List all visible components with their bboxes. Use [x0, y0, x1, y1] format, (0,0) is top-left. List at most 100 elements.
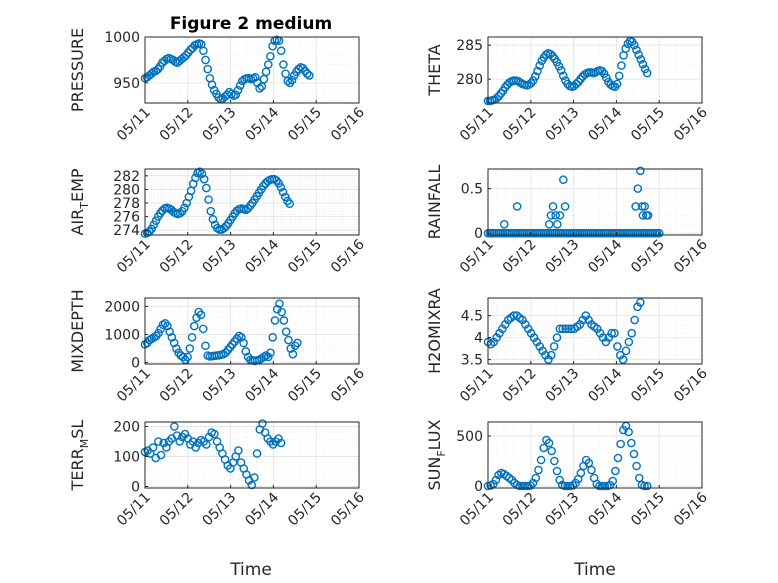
axes-frame — [144, 36, 360, 104]
data-point — [279, 60, 288, 69]
data-point — [263, 352, 273, 362]
data-point — [183, 352, 192, 362]
data-point — [634, 473, 644, 483]
data-point — [151, 216, 161, 226]
data-point — [555, 324, 565, 334]
data-point — [536, 455, 546, 465]
data-point — [147, 224, 156, 234]
data-point — [613, 453, 623, 463]
data-point — [544, 438, 554, 448]
data-point — [631, 202, 640, 211]
data-point — [266, 51, 275, 61]
y-tick-label: 4 — [474, 331, 483, 347]
data-point — [610, 328, 619, 338]
data-point — [279, 316, 289, 325]
y-tick-label: 200 — [113, 420, 140, 436]
data-point — [576, 468, 586, 478]
data-point — [247, 480, 257, 490]
data-point — [281, 327, 291, 337]
axes-frame — [144, 168, 360, 236]
data-point — [186, 45, 195, 55]
y-tick-label: 274 — [113, 223, 140, 239]
data-point — [558, 324, 568, 334]
data-point — [191, 443, 201, 452]
data-point — [607, 328, 616, 338]
y-tick-label: 500 — [456, 429, 483, 445]
data-point — [528, 76, 538, 85]
data-point — [197, 169, 207, 179]
y-axis-label: H2OMIXRA — [425, 288, 444, 374]
data-point — [643, 211, 653, 220]
data-point — [189, 321, 199, 331]
data-point — [602, 73, 611, 83]
y-tick-label: 950 — [113, 76, 140, 92]
data-point — [595, 481, 604, 491]
data-point — [233, 85, 243, 95]
y-tick-label: 1000 — [104, 30, 140, 46]
data-point — [154, 437, 163, 446]
data-point — [632, 45, 641, 55]
y-axis-label: TERRMSL — [68, 420, 91, 492]
data-point — [630, 40, 639, 50]
data-point — [621, 44, 631, 53]
data-point — [274, 178, 284, 188]
data-point — [231, 90, 241, 100]
data-point — [630, 315, 639, 325]
y-tick-label: 2000 — [104, 299, 140, 315]
data-point — [169, 338, 179, 348]
data-point — [548, 202, 558, 211]
data-point — [192, 313, 201, 322]
data-point — [613, 342, 622, 351]
data-point — [239, 338, 248, 348]
data-point — [234, 446, 243, 455]
data-point — [285, 199, 294, 209]
data-point — [612, 79, 622, 89]
y-tick-label: 280 — [113, 182, 140, 198]
data-point — [654, 228, 664, 238]
y-tick-label: 100 — [113, 450, 140, 466]
data-point — [250, 73, 260, 82]
data-point — [165, 327, 174, 337]
data-point — [154, 328, 163, 338]
data-point — [499, 219, 509, 229]
data-point — [555, 475, 564, 485]
data-point — [235, 81, 245, 90]
data-point — [170, 422, 179, 431]
data-point — [554, 61, 564, 71]
data-point — [163, 321, 172, 331]
data-point — [266, 348, 275, 358]
data-point — [563, 481, 572, 491]
data-point — [552, 333, 562, 342]
data-point — [206, 206, 216, 216]
data-point — [614, 71, 624, 81]
data-point — [255, 84, 264, 93]
data-point — [640, 64, 650, 74]
data-point — [611, 466, 620, 476]
data-point — [207, 80, 217, 89]
axes-frame — [487, 421, 703, 489]
data-point — [287, 75, 297, 85]
data-point — [175, 208, 185, 218]
data-point — [274, 434, 283, 443]
data-point — [546, 49, 555, 59]
data-point — [632, 461, 641, 471]
data-point — [180, 429, 190, 439]
data-point — [553, 219, 562, 229]
data-point — [280, 192, 290, 202]
data-point — [624, 337, 634, 347]
data-point — [520, 481, 530, 491]
data-point — [276, 46, 286, 56]
axes-background — [145, 422, 359, 488]
data-point — [281, 69, 290, 78]
data-point — [257, 82, 267, 91]
data-point — [549, 342, 559, 351]
data-point — [258, 419, 267, 428]
axes-frame — [144, 297, 360, 365]
data-point — [191, 173, 200, 183]
data-point — [227, 89, 236, 99]
y-tick-label: 285 — [456, 38, 483, 54]
y-axis-label: RAINFALL — [425, 165, 444, 240]
data-point — [561, 324, 570, 334]
y-tick-label: 3.5 — [461, 353, 483, 369]
